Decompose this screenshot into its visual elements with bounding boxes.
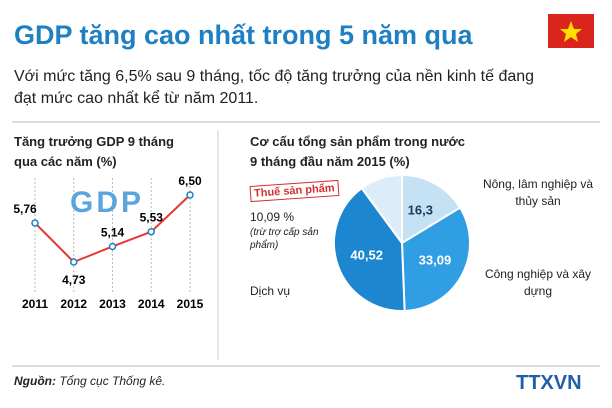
category-label: Dịch vụ <box>250 284 291 298</box>
chart-title: Tăng trưởng GDP 9 tháng qua các năm (%) <box>14 134 174 169</box>
value-label: 10,09 % <box>250 210 295 224</box>
x-tick-label: 2011 <box>22 297 48 311</box>
pie-slice <box>333 186 406 312</box>
x-tick-label: 2014 <box>138 297 165 311</box>
flag-star <box>560 21 582 42</box>
subtitle: Với mức tăng 6,5% sau 9 tháng, tốc độ tă… <box>14 68 535 107</box>
pie-slice <box>401 173 462 245</box>
chart-title: Cơ cấu tổng sản phẩm trong nước 9 tháng … <box>250 134 465 169</box>
category-label: Nông, lâm nghiệp và thủy sản <box>482 177 594 208</box>
pie-slice <box>360 173 403 247</box>
point <box>31 219 39 227</box>
value-label: 40,52 <box>350 247 383 262</box>
value-label: 6,50 <box>178 174 202 188</box>
value-label: 16,3 <box>408 202 433 217</box>
value-label: 5,76 <box>13 202 37 216</box>
value-label: 5,53 <box>140 211 164 225</box>
x-tick-label: 2015 <box>177 297 204 311</box>
annotation: (trừ trợ cấp sản phẩm) <box>250 227 319 251</box>
point <box>186 191 194 199</box>
pie-slice <box>400 206 471 312</box>
logo: TTXVN <box>516 372 582 394</box>
source: Tổng cục Thống kê. <box>59 374 166 388</box>
category-label: Công nghiệp và xây dựng <box>484 267 592 298</box>
point <box>147 227 155 236</box>
point <box>108 242 117 251</box>
x-tick-label: 2012 <box>60 297 87 311</box>
x-tick-label: 2013 <box>99 297 126 311</box>
annotation: GDP <box>70 186 145 219</box>
value-label: 4,73 <box>62 273 86 287</box>
point <box>70 258 78 266</box>
value-label: 33,09 <box>419 253 452 268</box>
value-label: 5,14 <box>101 225 125 239</box>
source-label: Nguồn: <box>14 374 56 388</box>
title: GDP tăng cao nhất trong 5 năm qua <box>14 20 473 50</box>
